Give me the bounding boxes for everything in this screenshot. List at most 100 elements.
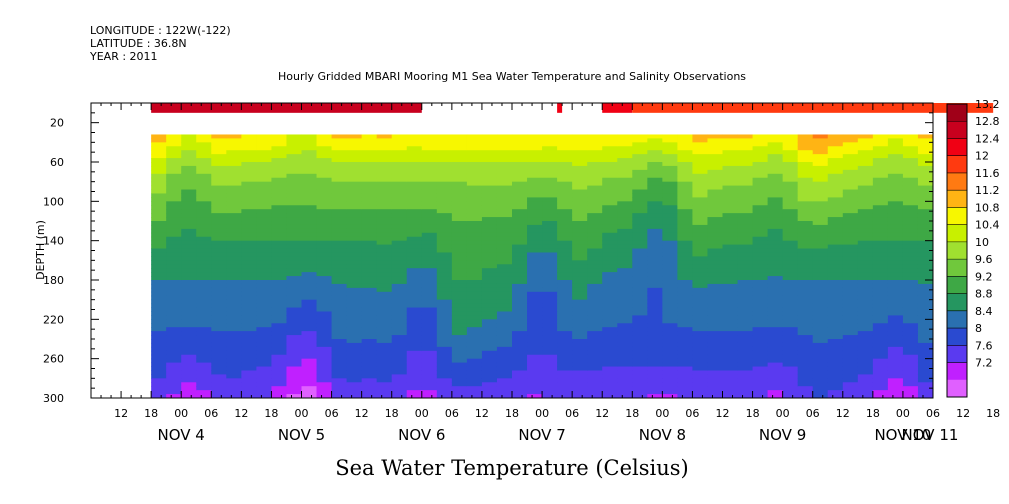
- heatmap-cell: [812, 295, 829, 301]
- heatmap-cell: [602, 221, 618, 226]
- heatmap-cell: [166, 291, 182, 297]
- heatmap-cell: [421, 382, 438, 387]
- heatmap-cell: [241, 185, 257, 191]
- colorbar-swatch: [947, 172, 967, 191]
- heatmap-cell: [707, 228, 723, 234]
- heatmap-cell: [677, 366, 693, 371]
- heatmap-cell: [782, 370, 799, 375]
- heatmap-cell: [466, 221, 483, 226]
- heatmap-cell: [166, 362, 182, 368]
- heatmap-cell: [226, 386, 242, 391]
- heatmap-cell: [797, 374, 814, 379]
- heatmap-cell: [692, 327, 708, 332]
- heatmap-cell: [211, 185, 227, 191]
- heatmap-cell: [406, 339, 423, 344]
- heatmap-cell: [421, 362, 438, 368]
- heatmap-cell: [166, 315, 182, 320]
- heatmap-cell: [887, 142, 904, 147]
- heatmap-cell: [301, 370, 318, 375]
- heatmap-cell: [872, 217, 889, 222]
- heatmap-cell: [151, 276, 167, 281]
- heatmap-cell: [211, 201, 227, 206]
- heatmap-cell: [331, 201, 348, 206]
- heatmap-cell: [496, 331, 513, 336]
- heatmap-cell: [391, 390, 408, 395]
- heatmap-cell: [316, 339, 333, 344]
- heatmap-cell: [692, 189, 708, 194]
- heatmap-cell: [887, 335, 904, 340]
- heatmap-cell: [151, 205, 167, 210]
- chart-title: Hourly Gridded MBARI Mooring M1 Sea Wate…: [278, 70, 746, 83]
- heatmap-cell: [872, 394, 889, 399]
- heatmap-cell: [181, 283, 197, 289]
- heatmap-cell: [887, 358, 904, 364]
- heatmap-cell: [767, 370, 784, 375]
- heatmap-cell: [797, 339, 814, 344]
- heatmap-cell: [196, 299, 212, 305]
- heatmap-cell: [151, 390, 167, 395]
- heatmap-cell: [902, 181, 919, 187]
- heatmap-cell: [902, 327, 919, 332]
- heatmap-cell: [527, 303, 543, 309]
- heatmap-cell: [406, 394, 423, 399]
- heatmap-cell: [662, 217, 678, 222]
- heatmap-cell: [436, 264, 453, 269]
- heatmap-cell: [572, 350, 588, 356]
- heatmap-cell: [602, 346, 618, 352]
- heatmap-cell: [872, 327, 889, 332]
- heatmap-cell: [481, 205, 498, 210]
- heatmap-cell: [707, 221, 723, 226]
- heatmap-cell: [226, 287, 242, 293]
- heatmap-cell: [542, 276, 558, 281]
- heatmap-cell: [241, 335, 257, 340]
- heatmap-cell: [376, 146, 393, 151]
- heatmap-cell: [421, 268, 438, 273]
- heatmap-cell: [256, 342, 272, 348]
- heatmap-cell: [391, 197, 408, 202]
- heatmap-cell: [421, 331, 438, 336]
- heatmap-cell: [346, 311, 363, 316]
- heatmap-cell: [151, 201, 167, 206]
- heatmap-cell: [572, 256, 588, 261]
- heatmap-cell: [181, 366, 197, 371]
- heatmap-cell: [752, 362, 769, 368]
- heatmap-cell: [707, 280, 723, 285]
- heatmap-cell: [301, 354, 318, 360]
- heatmap-cell: [827, 390, 844, 395]
- heatmap-cell: [707, 354, 723, 360]
- heatmap-cell: [662, 146, 678, 151]
- heatmap-cell: [557, 244, 573, 250]
- heatmap-cell: [692, 366, 708, 371]
- heatmap-cell: [256, 154, 272, 159]
- heatmap-cell: [872, 374, 889, 379]
- heatmap-cell: [797, 240, 814, 246]
- heatmap-cell: [872, 346, 889, 352]
- heatmap-cell: [481, 362, 498, 368]
- heatmap-cell: [662, 382, 678, 387]
- heatmap-cell: [917, 217, 934, 222]
- heatmap-cell: [286, 240, 302, 246]
- heatmap-cell: [181, 181, 197, 187]
- heatmap-cell: [662, 323, 678, 328]
- heatmap-cell: [391, 209, 408, 214]
- heatmap-cell: [376, 331, 393, 336]
- heatmap-cell: [842, 236, 859, 242]
- heatmap-cell: [226, 252, 242, 257]
- heatmap-cell: [181, 248, 197, 253]
- heatmap-cell: [151, 228, 167, 234]
- heatmap-cell: [782, 134, 799, 139]
- heatmap-cell: [151, 224, 167, 230]
- heatmap-cell: [376, 158, 393, 163]
- heatmap-cell: [256, 283, 272, 289]
- heatmap-cell: [361, 165, 378, 171]
- x-tick-label: 00: [415, 407, 429, 420]
- heatmap-cell: [527, 276, 543, 281]
- heatmap-cell: [587, 280, 603, 285]
- heatmap-cell: [256, 221, 272, 226]
- heatmap-cell: [496, 205, 513, 210]
- heatmap-cell: [226, 358, 242, 364]
- heatmap-cell: [241, 213, 257, 218]
- heatmap-cell: [466, 327, 483, 332]
- heatmap-cell: [587, 232, 603, 238]
- heatmap-cell: [677, 342, 693, 348]
